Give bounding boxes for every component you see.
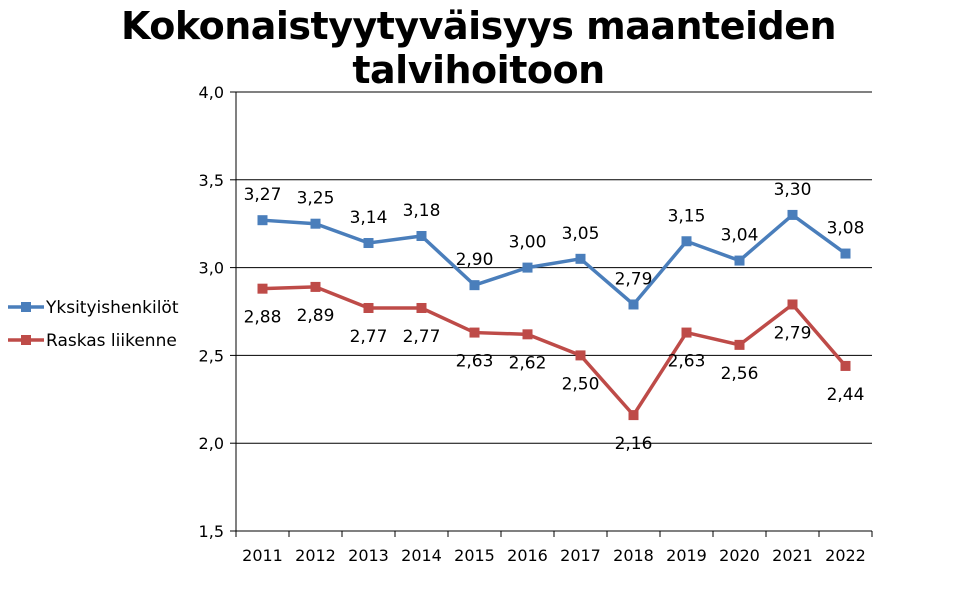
data-label: 3,00 [509,233,547,253]
y-tick-label: 3,0 [199,259,224,278]
data-label: 2,56 [721,364,759,384]
data-label: 2,63 [456,352,494,372]
data-label: 3,05 [562,224,600,244]
data-point [628,410,639,421]
data-label: 2,44 [827,385,865,405]
x-tick-label: 2013 [348,546,389,565]
x-tick-label: 2011 [242,546,283,565]
y-tick-label: 2,0 [199,434,224,453]
y-tick-label: 2,5 [199,346,224,365]
data-label: 2,63 [668,352,706,372]
data-point [840,360,851,371]
data-label: 3,08 [827,219,865,239]
data-point [363,238,374,249]
x-tick-label: 2019 [666,546,707,565]
data-label: 2,77 [403,327,441,347]
data-point [310,218,321,229]
legend-label: Yksityishenkilöt [45,298,179,318]
data-point [575,350,586,361]
data-point [257,283,268,294]
x-tick-label: 2014 [401,546,442,565]
chart-title: Kokonaistyytyväisyys maanteiden talvihoi… [120,4,837,92]
data-label: 2,90 [456,250,494,270]
data-label: 3,15 [668,206,706,226]
data-point [787,209,798,220]
data-point [416,302,427,313]
data-label: 2,50 [562,374,600,394]
legend-marker [21,335,31,345]
data-point [681,327,692,338]
data-point [310,281,321,292]
data-label: 3,30 [774,180,812,200]
x-tick-label: 2018 [613,546,654,565]
data-point [416,230,427,241]
data-label: 2,62 [509,353,547,373]
legend-label: Raskas liikenne [46,331,177,351]
y-tick-label: 1,5 [199,522,224,541]
data-label: 3,18 [403,201,441,221]
data-point [787,299,798,310]
data-label: 3,14 [350,208,388,228]
x-tick-label: 2016 [507,546,548,565]
data-label: 2,77 [350,327,388,347]
x-tick-label: 2022 [825,546,866,565]
data-label: 3,25 [297,189,335,209]
legend-marker [21,302,31,312]
y-tick-label: 3,5 [199,171,224,190]
y-tick-label: 4,0 [199,83,224,102]
data-point [469,327,480,338]
data-point [522,262,533,273]
data-label: 3,27 [244,185,282,205]
data-label: 2,79 [615,269,653,289]
data-label: 2,89 [297,306,335,326]
data-label: 2,16 [615,434,653,454]
x-tick-label: 2017 [560,546,601,565]
data-point [575,253,586,264]
data-point [628,299,639,310]
data-point [840,248,851,259]
x-tick-label: 2021 [772,546,813,565]
data-label: 3,04 [721,226,759,246]
data-label: 2,88 [244,308,282,328]
data-label: 2,79 [774,323,812,343]
series-line-1 [262,212,847,307]
data-point [522,329,533,340]
data-point [363,302,374,313]
series-line-2 [262,285,847,418]
data-point [734,255,745,266]
x-tick-label: 2020 [719,546,760,565]
data-point [734,339,745,350]
data-point [469,280,480,291]
data-point [681,236,692,247]
x-tick-label: 2015 [454,546,495,565]
x-tick-label: 2012 [295,546,336,565]
data-point [257,215,268,226]
